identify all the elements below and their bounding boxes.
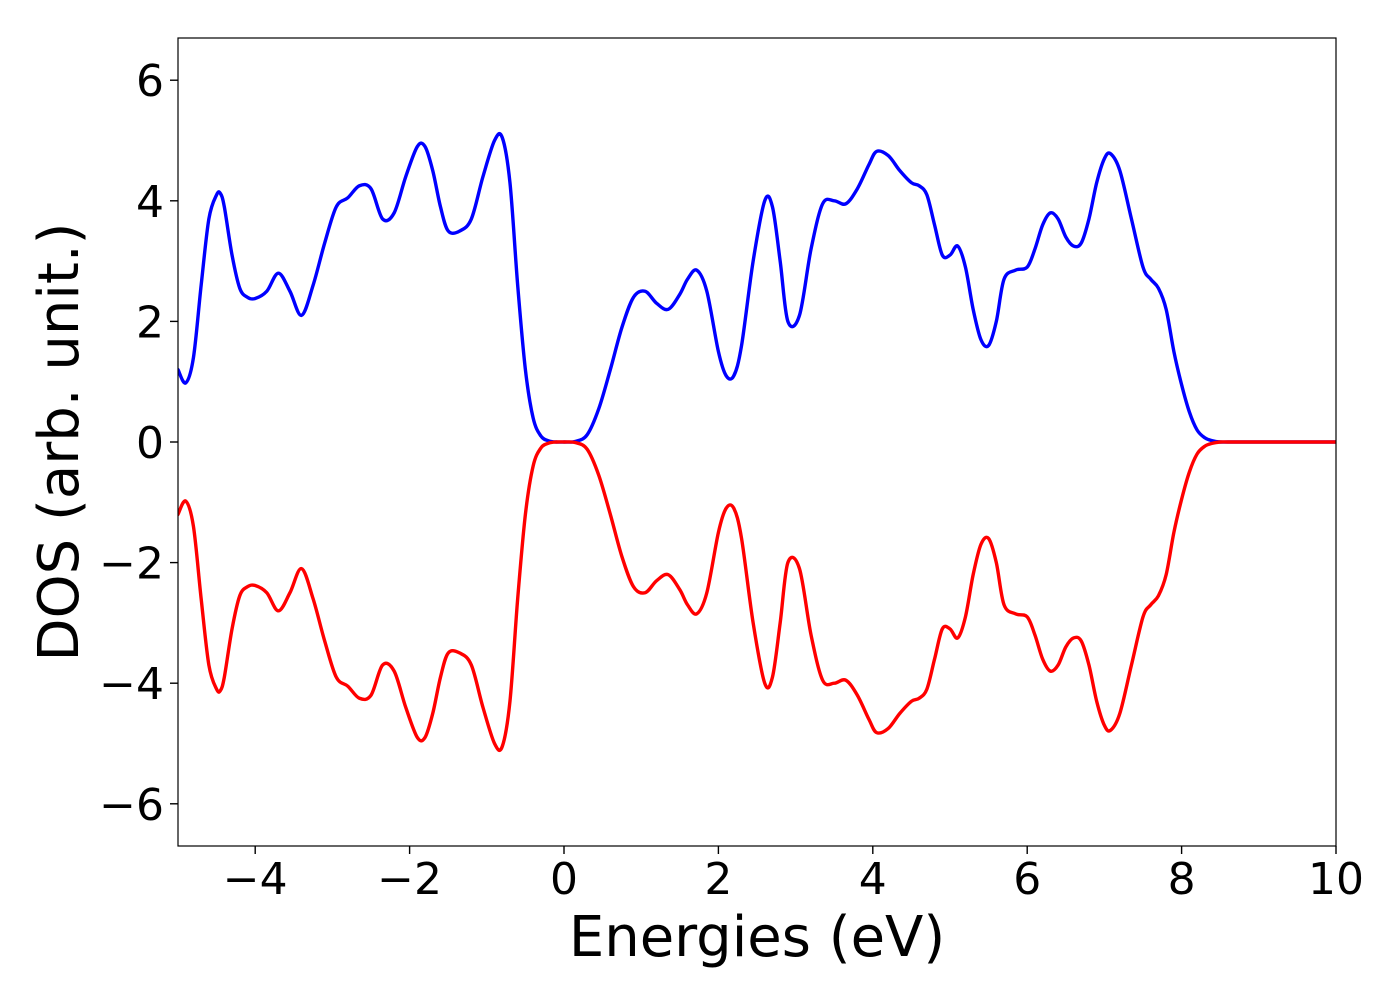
x-axis: −4 −2 0 2 4 6 8 10 (223, 846, 1364, 905)
y-axis-label: DOS (arb. unit.) (27, 222, 92, 661)
y-tick-label: 6 (136, 56, 164, 107)
x-tick-label: −2 (377, 854, 442, 905)
x-axis-label: Energies (eV) (569, 905, 945, 970)
x-tick-label: −4 (223, 854, 288, 905)
x-tick-label: 8 (1168, 854, 1196, 905)
y-tick-label: 2 (136, 297, 164, 348)
x-tick-label: 2 (704, 854, 732, 905)
series-line-2 (178, 440, 1336, 753)
y-tick-label: 4 (136, 177, 164, 228)
y-tick-label: 0 (136, 418, 164, 469)
x-tick-label: 4 (859, 854, 887, 905)
series-layer (178, 131, 1336, 753)
y-tick-label: −4 (99, 659, 164, 710)
x-tick-label: 10 (1308, 854, 1364, 905)
x-tick-label: 6 (1013, 854, 1041, 905)
series-line-1 (178, 131, 1336, 444)
y-axis: −6 −4 −2 0 2 4 6 (99, 56, 178, 831)
y-tick-label: −2 (99, 539, 164, 590)
y-tick-label: −6 (99, 780, 164, 831)
x-tick-label: 0 (550, 854, 578, 905)
